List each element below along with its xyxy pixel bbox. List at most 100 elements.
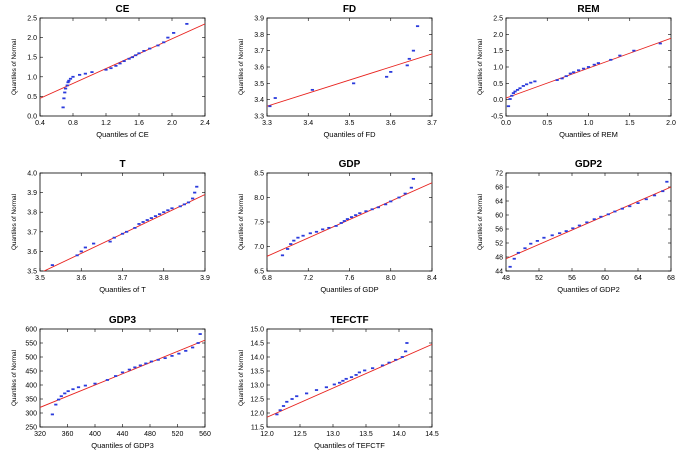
data-point (290, 398, 294, 400)
data-point (66, 81, 70, 84)
data-point (145, 219, 149, 221)
data-point (376, 206, 380, 209)
data-point (345, 218, 350, 220)
x-axis-label: Quantiles of T (99, 285, 146, 294)
data-point (508, 98, 512, 100)
data-point (130, 56, 134, 59)
data-point (314, 230, 319, 233)
x-tick-label: 7.2 (303, 275, 313, 282)
data-point (415, 25, 420, 28)
x-axis-label: Quantiles of TEFCTF (314, 441, 385, 450)
x-tick-label: 52 (535, 275, 543, 282)
data-point (268, 105, 272, 108)
x-tick-label: 68 (667, 275, 675, 282)
y-axis-label: Quantiles of Normal (11, 38, 18, 95)
y-tick-label: 3.8 (27, 210, 37, 217)
data-point (354, 214, 358, 217)
data-point (114, 375, 118, 377)
data-point (280, 254, 285, 257)
data-point (332, 383, 336, 386)
plot-frame (266, 328, 433, 428)
data-point (506, 105, 511, 108)
data-point (120, 371, 125, 374)
data-point (66, 390, 70, 393)
data-point (564, 75, 568, 78)
data-point (105, 379, 109, 381)
data-point (558, 232, 562, 235)
plot-frame (266, 17, 433, 117)
data-point (296, 236, 300, 239)
data-point (321, 228, 325, 231)
chart-t: T 3.5 3.6 3.7 3.8 3.9 3.5 3.6 3.7 3.8 3.9 4.0 Quanti… (11, 159, 210, 294)
data-point (352, 82, 356, 85)
data-point (79, 250, 83, 253)
data-point (371, 367, 375, 370)
data-point (142, 50, 146, 52)
data-point (63, 91, 67, 94)
data-point (529, 242, 533, 245)
y-tick-label: 7.5 (254, 220, 264, 227)
y-tick-label: 6.5 (254, 269, 264, 276)
y-tick-label: 250 (25, 425, 37, 432)
chart-gdp3: GDP3 320 360 400 440 480 520 560 250 300 350 400 450… (11, 315, 211, 450)
data-point (196, 342, 200, 344)
y-tick-label: 11.5 (251, 425, 264, 432)
data-point (83, 72, 87, 75)
data-point (162, 211, 166, 214)
y-tick-label: 1.0 (27, 74, 37, 81)
x-tick-label: 3.9 (200, 275, 210, 282)
data-point (403, 192, 407, 195)
y-tick-label: 2.5 (493, 16, 503, 23)
data-point (512, 257, 516, 260)
data-point (400, 356, 404, 358)
x-axis-label: Quantiles of GDP (320, 285, 378, 294)
x-tick-label: 360 (62, 431, 74, 438)
chart-ce: CE 0.4 0.8 1.2 1.6 2.0 2.4 0.0 0.5 1.0 1.5 2.0 2.5 Qu… (11, 4, 210, 139)
data-point (153, 215, 158, 218)
data-point (344, 377, 348, 380)
data-point (137, 52, 141, 55)
y-tick-label: 3.6 (27, 249, 37, 256)
data-point (122, 60, 126, 63)
data-point (178, 205, 182, 208)
y-tick-label: 450 (25, 369, 37, 376)
data-point (363, 369, 367, 372)
y-tick-label: 64 (495, 199, 503, 206)
x-tick-label: 560 (199, 431, 211, 438)
x-axis-label: Quantiles of FD (323, 130, 376, 139)
y-tick-label: 2.0 (493, 32, 503, 39)
reference-line (267, 53, 432, 107)
chart-title: FD (343, 4, 356, 15)
y-tick-label: 14.5 (250, 341, 264, 348)
y-tick-label: 2.0 (27, 35, 37, 42)
data-point (385, 75, 389, 78)
data-point (198, 333, 202, 335)
data-point (511, 92, 516, 95)
plot-area (267, 25, 432, 108)
data-point (661, 190, 665, 193)
data-point (76, 386, 81, 389)
y-axis-label: Quantiles of Normal (11, 349, 18, 406)
data-point (521, 85, 525, 87)
data-point (357, 371, 361, 374)
data-point (172, 31, 176, 34)
data-point (177, 352, 181, 355)
y-tick-label: 4.0 (27, 171, 37, 178)
data-point (149, 360, 153, 363)
y-tick-label: 3.3 (254, 114, 264, 121)
data-point (285, 400, 289, 403)
data-point (339, 222, 343, 224)
data-point (144, 362, 148, 365)
chart-title: T (119, 159, 125, 170)
data-point (592, 218, 596, 221)
y-axis-label: Quantiles of Normal (238, 193, 245, 250)
data-point (170, 207, 174, 210)
data-point (577, 224, 582, 227)
x-tick-label: 3.6 (386, 120, 396, 127)
x-tick-label: 1.6 (134, 120, 144, 127)
chart-gdp: GDP 6.8 7.2 7.6 8.0 8.4 6.5 7.0 7.5 8.0 8.5 Quantil… (238, 159, 437, 294)
y-tick-label: 350 (25, 397, 37, 404)
x-tick-label: 2.0 (666, 120, 676, 127)
plot-frame (266, 172, 433, 272)
